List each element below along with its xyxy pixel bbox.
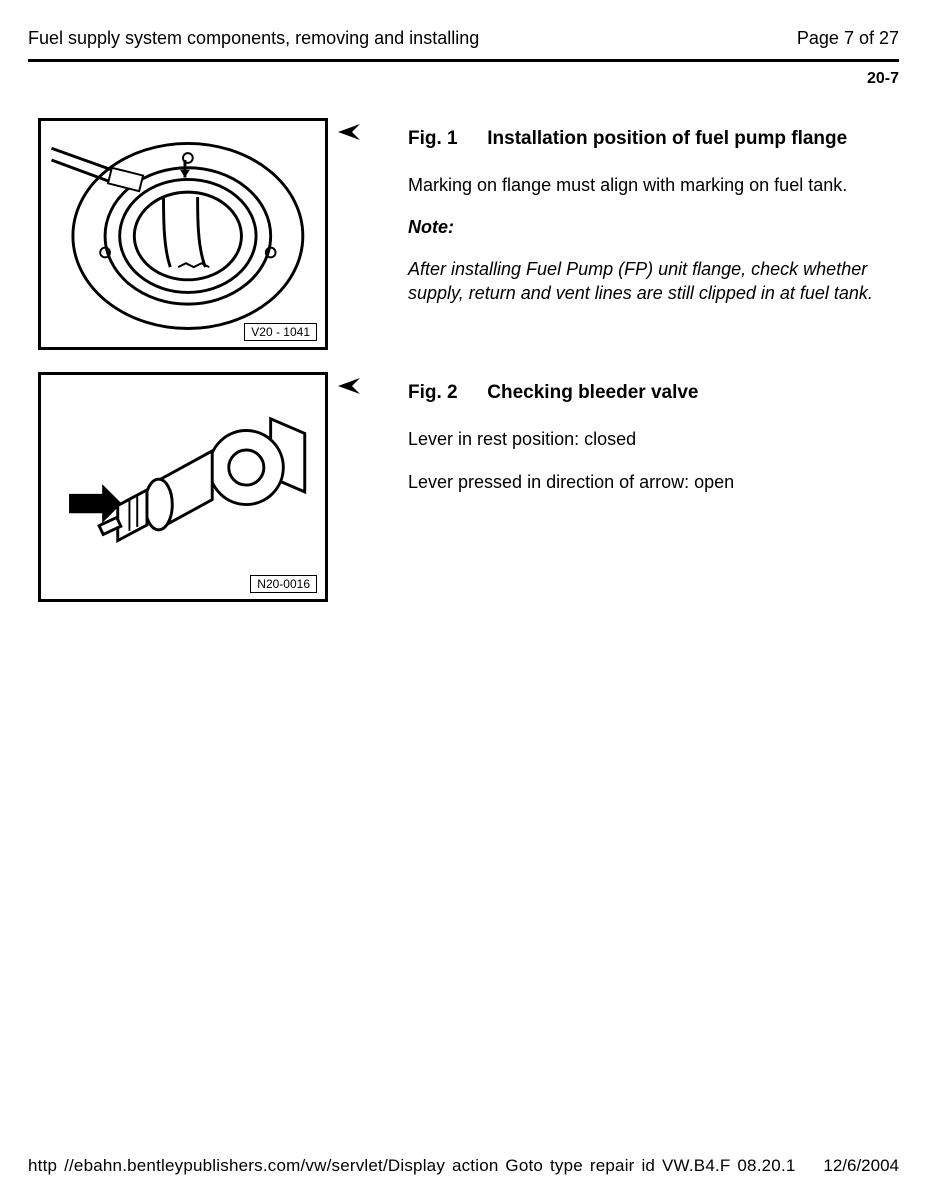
- header-page-label: Page 7 of 27: [797, 28, 899, 49]
- page-footer: http //ebahn.bentleypublishers.com/vw/se…: [28, 1156, 899, 1176]
- figure-1-heading: Fig. 1 Installation position of fuel pum…: [408, 128, 889, 150]
- figure-2-image: N20-0016: [38, 372, 328, 602]
- figure-2-line-2: Lever pressed in direction of arrow: ope…: [408, 471, 889, 494]
- figure-1-arrow-col: [338, 118, 408, 144]
- figure-2-arrow-col: [338, 372, 408, 398]
- bleeder-valve-drawing: [41, 375, 325, 599]
- figure-2-label: Fig. 2: [408, 382, 482, 404]
- figure-1-body: Marking on flange must align with markin…: [408, 174, 889, 197]
- pointer-arrow-icon: [338, 124, 408, 144]
- figure-1-text: Fig. 1 Installation position of fuel pum…: [408, 118, 899, 325]
- figure-1-note-body: After installing Fuel Pump (FP) unit fla…: [408, 258, 889, 305]
- figure-2-id-label: N20-0016: [250, 575, 317, 593]
- figure-2-title: Checking bleeder valve: [487, 382, 698, 403]
- figure-1-image: V20 - 1041: [38, 118, 328, 350]
- figure-2-text: Fig. 2 Checking bleeder valve Lever in r…: [408, 372, 899, 515]
- section-number: 20-7: [28, 70, 899, 88]
- figure-2-row: N20-0016 Fig. 2 Checking bleeder valve L…: [28, 372, 899, 624]
- pointer-arrow-icon: [338, 378, 408, 398]
- fuel-pump-flange-drawing: [41, 121, 325, 347]
- figure-1-title: Installation position of fuel pump flang…: [487, 128, 847, 149]
- figure-1-label: Fig. 1: [408, 128, 482, 150]
- figure-1-image-col: V20 - 1041: [38, 118, 338, 372]
- figure-1-note-label: Note:: [408, 217, 889, 238]
- header-rule: [28, 59, 899, 62]
- figure-2-image-col: N20-0016: [38, 372, 338, 624]
- footer-url: http //ebahn.bentleypublishers.com/vw/se…: [28, 1156, 796, 1176]
- footer-date: 12/6/2004: [823, 1156, 899, 1176]
- figure-2-line-1: Lever in rest position: closed: [408, 428, 889, 451]
- figure-1-row: V20 - 1041 Fig. 1 Installation position …: [28, 118, 899, 372]
- figure-2-heading: Fig. 2 Checking bleeder valve: [408, 382, 889, 404]
- header-title: Fuel supply system components, removing …: [28, 28, 479, 49]
- figure-1-id-label: V20 - 1041: [244, 323, 317, 341]
- page-header: Fuel supply system components, removing …: [28, 28, 899, 49]
